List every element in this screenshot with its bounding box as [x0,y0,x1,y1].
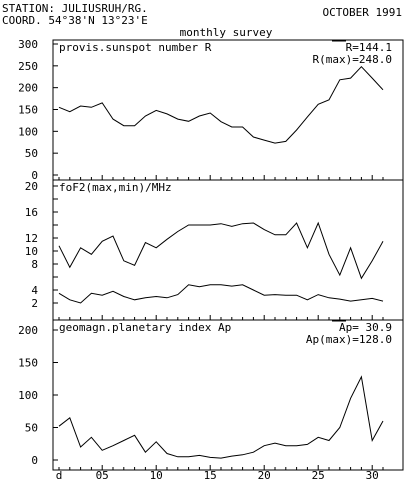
y-tick-label: 16 [25,206,38,219]
y-tick-label: 8 [31,258,38,271]
y-tick-label: 200 [18,324,38,337]
y-tick-label: 12 [25,232,38,245]
x-tick-label: 15 [204,469,217,480]
x-tick-label: 30 [366,469,379,480]
max-annotation-ap: Ap(max)=128.0 [306,333,392,346]
y-tick-label: 200 [18,82,38,95]
y-tick-label: 150 [18,357,38,370]
mean-annotation-sunspot: R=144.1 [346,41,392,54]
series-line-fof2-0 [58,221,384,280]
y-tick-label: 100 [18,125,38,138]
panel-title-ap: geomagn.planetary index Ap [59,321,231,334]
y-tick-label: 250 [18,60,38,73]
x-tick-label: 05 [96,469,109,480]
series-line-sunspot-0 [58,65,384,144]
period-label: OCTOBER 1991 [323,6,402,19]
max-annotation-sunspot: R(max)=248.0 [313,53,392,66]
y-tick-label: 0 [31,454,38,467]
series-line-fof2-1 [58,284,384,304]
y-tick-label: 2 [31,297,38,310]
survey-label: monthly survey [180,26,273,39]
y-tick-label: 150 [18,104,38,117]
y-tick-label: 10 [25,245,38,258]
y-tick-label: 20 [25,180,38,193]
coord-label: COORD. 54°38'N 13°23'E [2,14,148,27]
x-tick-label: 25 [312,469,325,480]
y-tick-label: 50 [25,422,38,435]
y-tick-label: 0 [31,169,38,182]
y-tick-label: 4 [31,284,38,297]
y-tick-label: 50 [25,147,38,160]
x-tick-label: 10 [150,469,163,480]
panel-frame-fof2 [52,179,404,321]
x-tick-label: d [56,469,63,480]
y-tick-label: 300 [18,38,38,51]
station-label: STATION: JULIUSRUH/RG. [2,2,148,15]
mean-annotation-ap: Ap= 30.9 [339,321,392,334]
y-tick-label: 100 [18,389,38,402]
x-tick-label: 20 [258,469,271,480]
panel-title-fof2: foF2(max,min)/MHz [59,181,172,194]
panel-title-sunspot: provis.sunspot number R [59,41,212,54]
series-line-ap-0 [58,375,384,459]
